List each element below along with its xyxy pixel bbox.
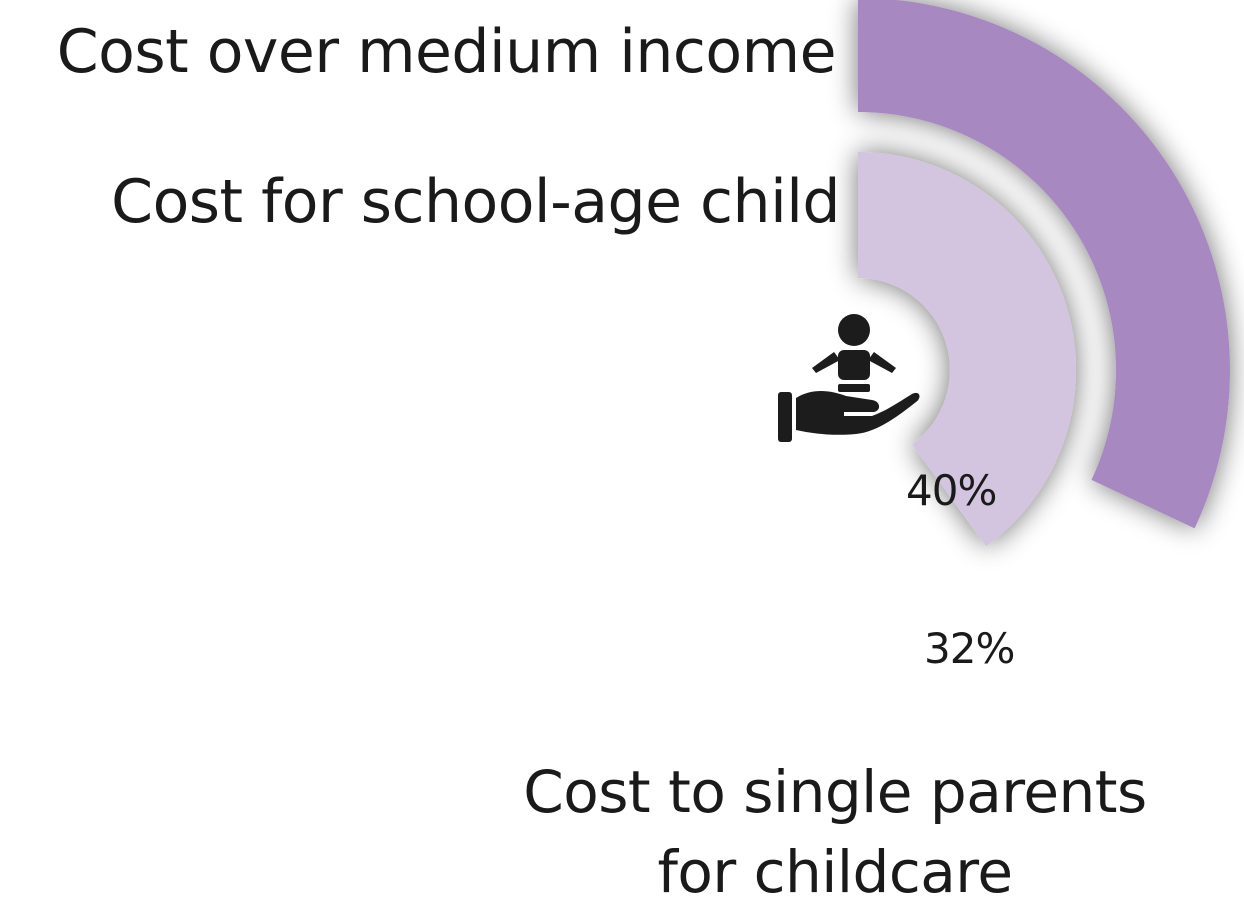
arc-outer xyxy=(858,0,1230,529)
arc-inner xyxy=(858,152,1076,547)
data-label-inner: 40% xyxy=(906,466,997,515)
hand-holding-child-icon xyxy=(778,314,920,442)
series-label-inner: Cost for school-age child xyxy=(111,167,840,237)
arcs-layer xyxy=(858,0,1230,547)
chart-title-line-1: Cost to single parents xyxy=(523,758,1147,826)
series-label-outer: Cost over medium income xyxy=(56,17,837,87)
data-label-outer: 32% xyxy=(924,624,1015,673)
chart-title-line-2: for childcare xyxy=(657,838,1013,906)
chart-title: Cost to single parents for childcare xyxy=(440,752,1230,909)
